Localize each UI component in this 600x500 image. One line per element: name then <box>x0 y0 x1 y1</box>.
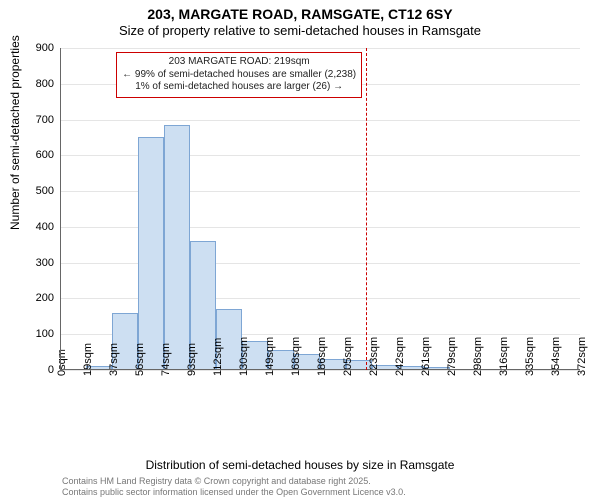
x-tick-label: 37sqm <box>108 343 120 376</box>
x-tick-label: 261sqm <box>420 337 432 376</box>
reference-line <box>366 48 367 370</box>
annotation-line: 1% of semi-detached houses are larger (2… <box>122 81 356 94</box>
x-tick-label: 93sqm <box>186 343 198 376</box>
plot-area: 01002003004005006007008009000sqm19sqm37s… <box>60 48 580 418</box>
annotation-box: 203 MARGATE ROAD: 219sqm← 99% of semi-de… <box>116 52 362 98</box>
y-tick-label: 900 <box>14 42 60 54</box>
x-tick-label: 242sqm <box>394 337 406 376</box>
grid-line <box>60 48 580 49</box>
y-axis-label: Number of semi-detached properties <box>8 35 22 230</box>
x-tick-label: 372sqm <box>576 337 588 376</box>
histogram-bar <box>138 137 164 370</box>
chart-subtitle: Size of property relative to semi-detach… <box>0 23 600 42</box>
grid-line <box>60 120 580 121</box>
x-tick-label: 130sqm <box>238 337 250 376</box>
x-tick-label: 316sqm <box>498 337 510 376</box>
chart-container: 203, MARGATE ROAD, RAMSGATE, CT12 6SY Si… <box>0 0 600 500</box>
x-tick-label: 205sqm <box>342 337 354 376</box>
y-tick-label: 300 <box>14 257 60 269</box>
x-tick-label: 279sqm <box>446 337 458 376</box>
y-tick-label: 700 <box>14 114 60 126</box>
x-axis-label: Distribution of semi-detached houses by … <box>0 458 600 472</box>
histogram-bar <box>164 125 190 370</box>
x-tick-label: 298sqm <box>472 337 484 376</box>
attribution-line: Contains HM Land Registry data © Crown c… <box>62 476 406 487</box>
y-tick-label: 400 <box>14 221 60 233</box>
chart-title: 203, MARGATE ROAD, RAMSGATE, CT12 6SY <box>0 0 600 23</box>
x-tick-label: 112sqm <box>212 338 224 376</box>
y-tick-label: 200 <box>14 292 60 304</box>
x-tick-label: 56sqm <box>134 343 146 376</box>
annotation-line: ← 99% of semi-detached houses are smalle… <box>122 69 356 82</box>
x-tick-label: 223sqm <box>368 337 380 376</box>
attribution-text: Contains HM Land Registry data © Crown c… <box>62 476 406 498</box>
y-tick-label: 500 <box>14 185 60 197</box>
x-tick-label: 186sqm <box>316 337 328 376</box>
x-axis-line <box>60 369 580 370</box>
y-tick-label: 600 <box>14 149 60 161</box>
x-tick-label: 149sqm <box>264 337 276 376</box>
x-tick-label: 335sqm <box>524 337 536 376</box>
x-tick-label: 168sqm <box>290 337 302 376</box>
y-tick-label: 0 <box>14 364 60 376</box>
x-tick-label: 19sqm <box>82 343 94 376</box>
x-tick-label: 74sqm <box>160 343 172 376</box>
x-tick-label: 354sqm <box>550 337 562 376</box>
attribution-line: Contains public sector information licen… <box>62 487 406 498</box>
y-axis-line <box>60 48 61 370</box>
y-tick-label: 100 <box>14 328 60 340</box>
x-tick-label: 0sqm <box>56 349 68 376</box>
y-tick-label: 800 <box>14 78 60 90</box>
annotation-line: 203 MARGATE ROAD: 219sqm <box>122 56 356 69</box>
